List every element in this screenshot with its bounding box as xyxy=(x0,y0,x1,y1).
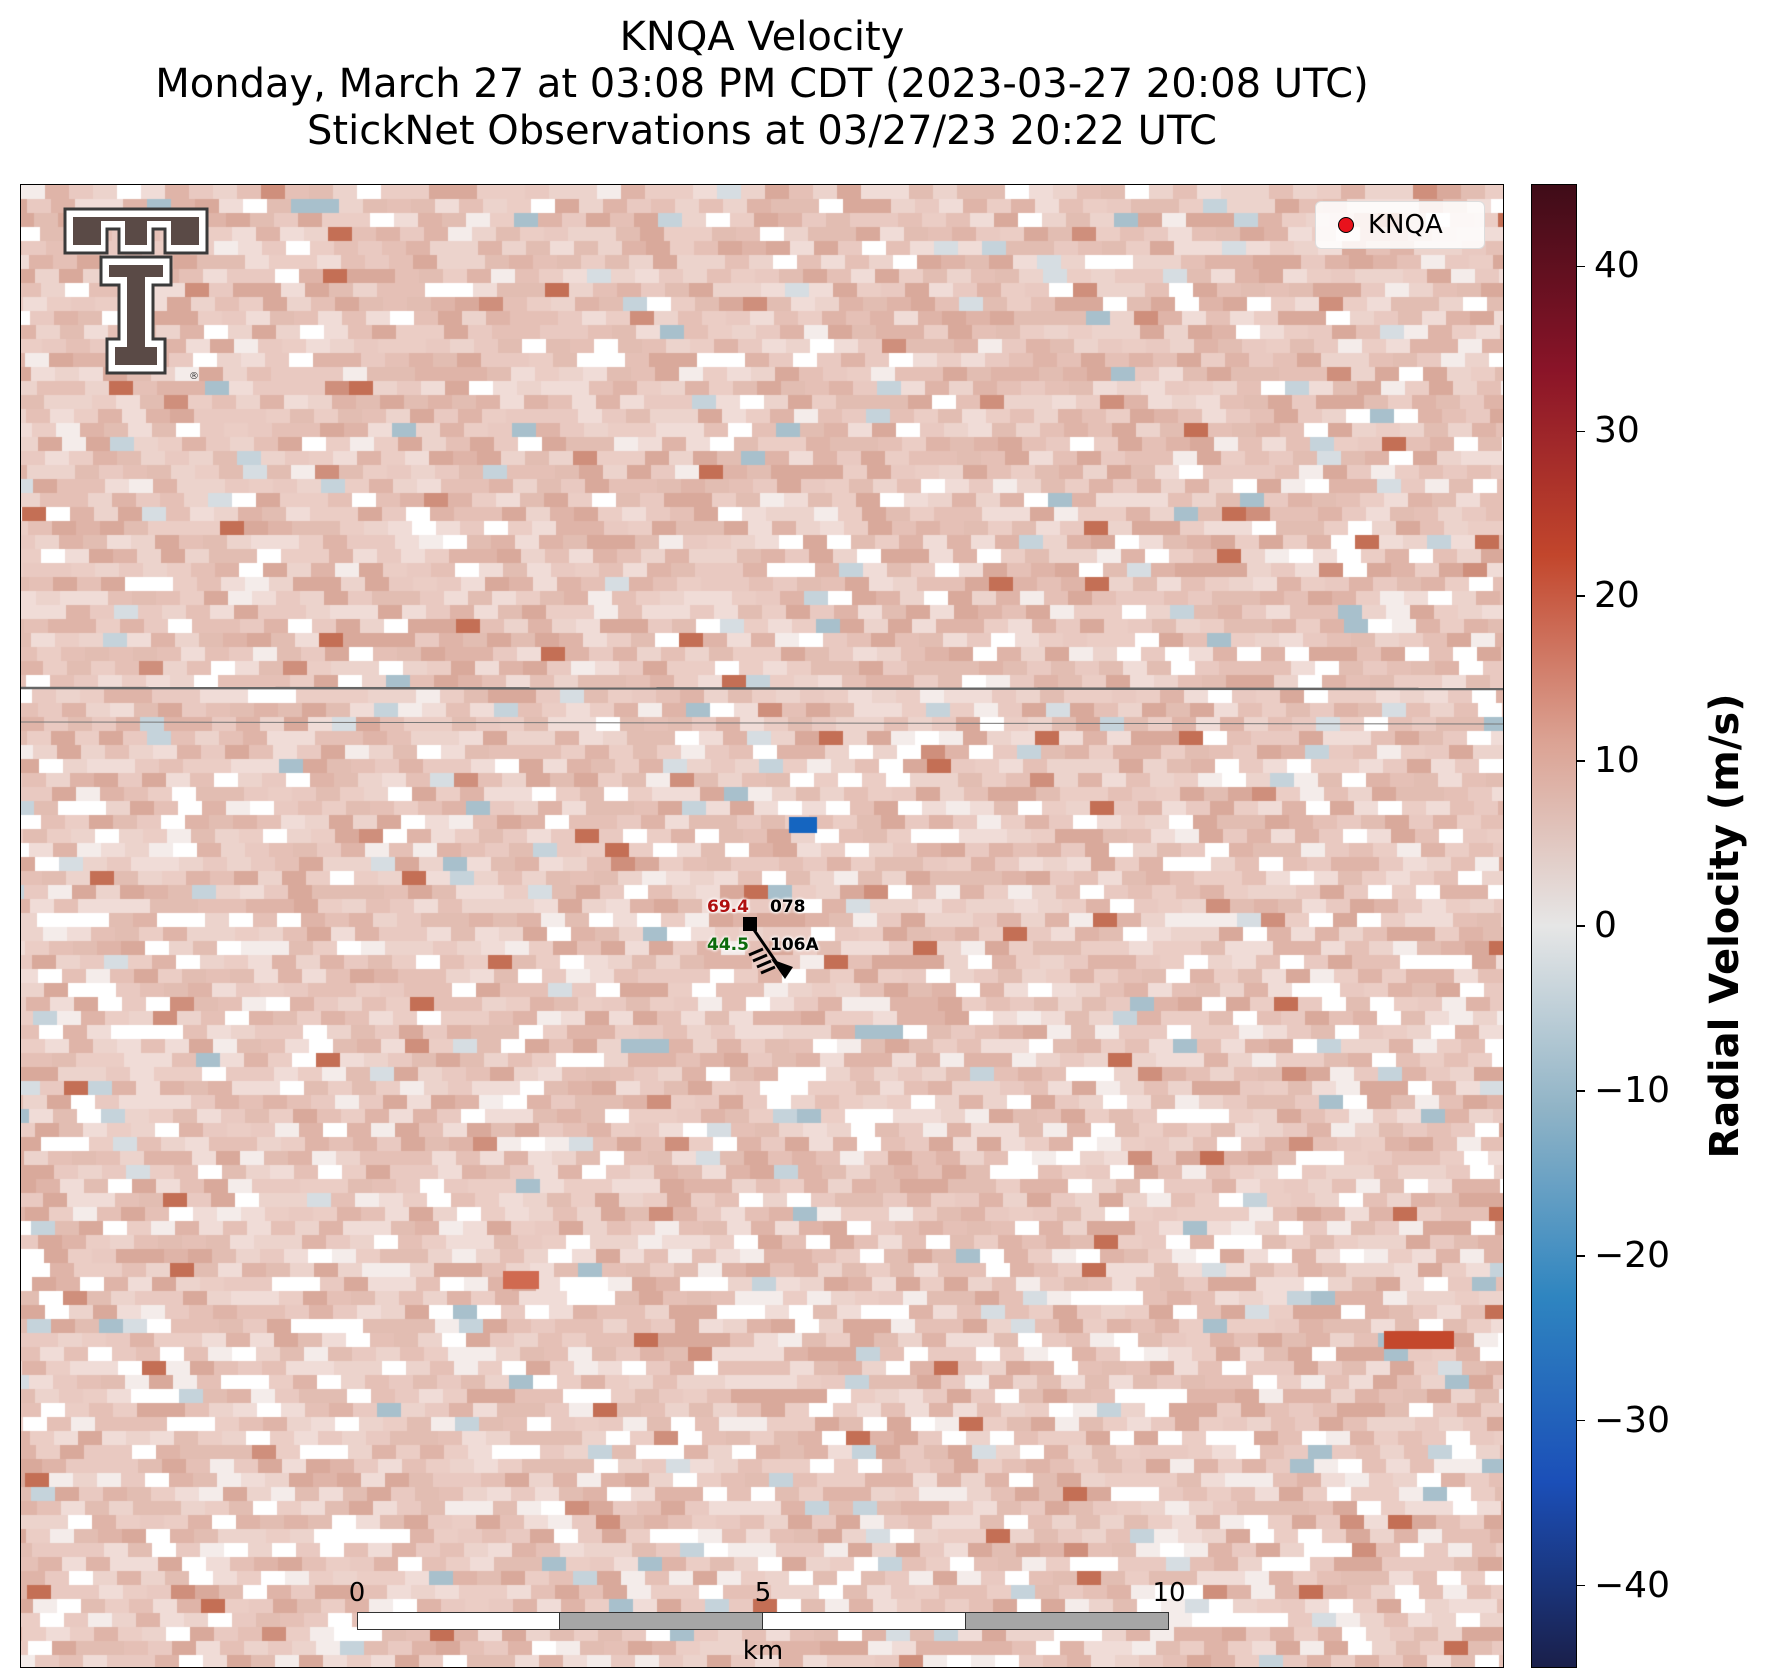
range-rings xyxy=(21,686,1503,725)
radar-site-marker-icon xyxy=(1338,217,1354,233)
figure-title: KNQA Velocity Monday, March 27 at 03:08 … xyxy=(0,14,1524,155)
wind-barb-icon xyxy=(743,917,793,979)
range-ring-outer xyxy=(21,686,1503,691)
title-observations: StickNet Observations at 03/27/23 20:22 … xyxy=(307,108,1217,154)
svg-text:®: ® xyxy=(189,371,199,382)
station-dewpoint: 44.5 xyxy=(707,935,749,955)
colorbar xyxy=(1531,184,1577,1668)
scale-segment xyxy=(559,1612,763,1630)
colorbar-tick-label: 40 xyxy=(1594,245,1640,287)
map-legend: KNQA xyxy=(1315,201,1485,249)
colorbar-tick-label: 30 xyxy=(1594,410,1640,452)
colorbar-tick-label: 0 xyxy=(1594,905,1617,946)
scale-segment xyxy=(965,1612,1169,1630)
radar-map[interactable]: ® KNQA 69.4 078 44.5 106A xyxy=(20,184,1504,1668)
station-id-106a: 106A xyxy=(770,935,819,955)
scale-unit: km xyxy=(742,1636,784,1666)
colorbar-tick-mark xyxy=(1577,595,1585,597)
legend-label: KNQA xyxy=(1368,210,1443,240)
scale-tick-10: 10 xyxy=(1152,1578,1186,1608)
colorbar-title: Radial Velocity (m/s) xyxy=(1702,693,1748,1159)
scale-segment xyxy=(762,1612,966,1630)
colorbar-tick-label: −10 xyxy=(1594,1069,1670,1111)
colorbar-tick-label: −20 xyxy=(1594,1234,1670,1276)
double-t-logo-icon: ® xyxy=(61,205,211,389)
colorbar-tick-mark xyxy=(1577,265,1585,268)
scale-tick-5: 5 xyxy=(754,1578,772,1608)
colorbar-tick-mark xyxy=(1577,925,1585,927)
title-datetime: Monday, March 27 at 03:08 PM CDT (2023-0… xyxy=(155,61,1369,107)
scale-segment xyxy=(357,1612,560,1630)
colorbar-tick-label: −30 xyxy=(1594,1399,1670,1441)
colorbar-tick-mark xyxy=(1577,1090,1585,1092)
scale-tick-0: 0 xyxy=(348,1578,366,1608)
colorbar-tick-label: −40 xyxy=(1594,1564,1670,1606)
velocity-field xyxy=(21,185,1503,1667)
colorbar-tick-label: 10 xyxy=(1594,740,1640,782)
range-ring-inner xyxy=(21,721,1503,725)
station-temperature: 69.4 xyxy=(707,897,749,917)
title-radar: KNQA Velocity xyxy=(619,14,905,60)
colorbar-tick-mark xyxy=(1577,1419,1585,1422)
colorbar-tick-label: 20 xyxy=(1594,575,1640,617)
colorbar-tick-mark xyxy=(1577,1584,1585,1587)
station-id-078: 078 xyxy=(770,897,806,917)
colorbar-tick-mark xyxy=(1577,1255,1585,1257)
colorbar-tick-mark xyxy=(1577,430,1585,433)
colorbar-tick-mark xyxy=(1577,760,1585,762)
